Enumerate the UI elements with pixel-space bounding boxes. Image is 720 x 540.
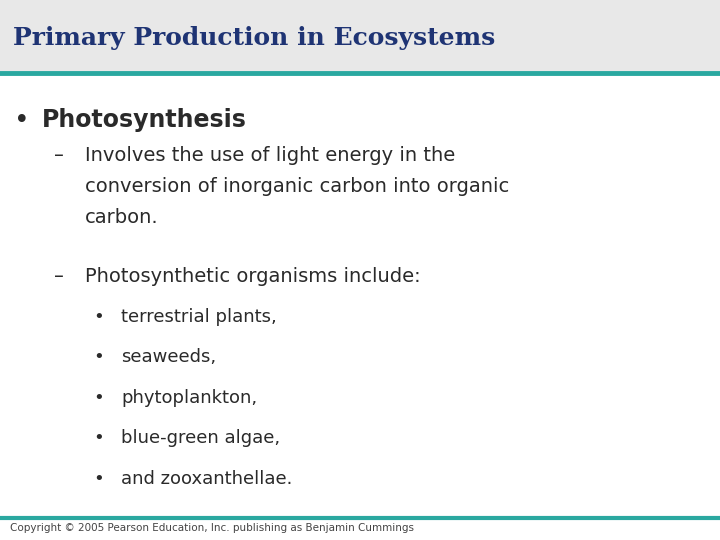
Text: Copyright © 2005 Pearson Education, Inc. publishing as Benjamin Cummings: Copyright © 2005 Pearson Education, Inc.… [10,523,414,533]
Text: terrestrial plants,: terrestrial plants, [121,308,276,326]
FancyBboxPatch shape [0,0,720,73]
Text: •: • [14,108,30,134]
Text: phytoplankton,: phytoplankton, [121,389,257,407]
Text: –: – [54,146,64,165]
Text: Primary Production in Ecosystems: Primary Production in Ecosystems [13,26,495,50]
Text: •: • [94,470,104,488]
Text: Photosynthetic organisms include:: Photosynthetic organisms include: [85,267,420,286]
Text: •: • [94,429,104,447]
Text: seaweeds,: seaweeds, [121,348,216,366]
Text: carbon.: carbon. [85,208,158,227]
Text: blue-green algae,: blue-green algae, [121,429,280,447]
Text: •: • [94,348,104,366]
Text: and zooxanthellae.: and zooxanthellae. [121,470,292,488]
Text: Involves the use of light energy in the: Involves the use of light energy in the [85,146,455,165]
Text: Photosynthesis: Photosynthesis [42,108,247,132]
Text: •: • [94,308,104,326]
Text: conversion of inorganic carbon into organic: conversion of inorganic carbon into orga… [85,177,509,196]
Text: –: – [54,267,64,286]
Text: •: • [94,389,104,407]
